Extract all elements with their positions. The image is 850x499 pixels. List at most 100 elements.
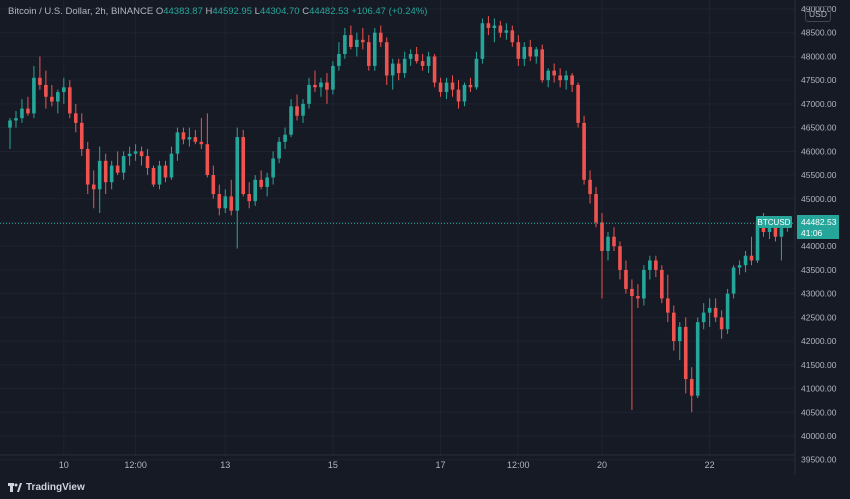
candle[interactable] [630,279,634,410]
candle[interactable] [456,80,461,109]
candle[interactable] [259,170,263,190]
candle[interactable] [121,151,126,180]
candle[interactable] [384,37,389,85]
candle[interactable] [624,260,628,294]
candle[interactable] [253,175,257,206]
candle[interactable] [127,146,132,166]
candle[interactable] [319,77,323,97]
candle[interactable] [540,44,545,83]
candle[interactable] [660,265,664,304]
candle[interactable] [606,231,610,261]
candle[interactable] [588,170,592,204]
candle[interactable] [492,18,497,43]
candle[interactable] [26,96,30,116]
time-axis[interactable]: 10 12:00 13 15 17 12:00 20 22 [59,460,715,470]
candle[interactable] [313,70,317,93]
candle[interactable] [367,35,371,71]
candle[interactable] [600,213,604,299]
candle[interactable] [552,63,556,83]
candle[interactable] [181,127,186,145]
candle[interactable] [695,317,700,399]
candle[interactable] [378,25,383,47]
candle[interactable] [737,260,742,275]
candle[interactable] [528,39,533,62]
candle[interactable] [450,75,455,97]
candles[interactable] [8,16,790,413]
price-axis[interactable]: 39500.00 40000.00 40500.00 41000.00 41500.00… [801,4,837,465]
candle[interactable] [361,27,365,50]
candle[interactable] [701,303,706,330]
candle[interactable] [145,148,150,176]
candle[interactable] [408,49,413,66]
candle[interactable] [636,284,640,308]
candle[interactable] [187,127,192,147]
candle[interactable] [271,151,275,185]
candle[interactable] [570,73,574,93]
candle[interactable] [582,115,586,185]
candle[interactable] [343,27,347,59]
candle[interactable] [462,82,467,107]
candle[interactable] [265,172,269,197]
candle[interactable] [283,127,287,149]
candle[interactable] [50,84,54,107]
candle[interactable] [139,146,144,166]
candle[interactable] [355,32,359,57]
candle[interactable] [677,322,682,361]
candle[interactable] [534,46,539,64]
candle[interactable] [731,265,736,299]
candle[interactable] [205,113,210,178]
candle[interactable] [349,25,353,50]
candle[interactable] [432,54,437,88]
candle[interactable] [510,25,515,47]
candle[interactable] [56,89,60,114]
candle[interactable] [576,82,580,128]
candle[interactable] [32,65,36,119]
candle[interactable] [666,274,670,323]
candle[interactable] [707,298,712,327]
candle[interactable] [713,298,718,323]
candle[interactable] [743,250,748,273]
candle[interactable] [564,70,568,90]
candle[interactable] [779,227,784,261]
candle[interactable] [307,77,311,109]
candle[interactable] [229,179,234,216]
candle[interactable] [85,141,90,195]
candle[interactable] [671,305,676,351]
candle[interactable] [396,58,401,81]
candle[interactable] [372,27,377,71]
candle[interactable] [91,170,96,209]
candle[interactable] [402,51,407,78]
candle[interactable] [504,23,509,40]
candle[interactable] [103,153,108,195]
candle[interactable] [486,16,491,36]
tradingview-logo[interactable]: TradingView [8,482,85,493]
candle[interactable] [444,77,449,100]
candle[interactable] [223,189,228,214]
candle[interactable] [654,255,658,278]
candle[interactable] [73,103,78,133]
candle[interactable] [522,42,527,66]
candle[interactable] [498,20,503,38]
candle[interactable] [648,255,652,280]
candle[interactable] [331,61,335,95]
candle[interactable] [474,51,479,90]
candle[interactable] [683,317,688,394]
candle[interactable] [109,160,114,190]
candle[interactable] [241,129,246,197]
candle[interactable] [44,70,48,109]
candle[interactable] [133,144,138,161]
candle[interactable] [289,99,293,138]
candle[interactable] [594,186,598,228]
candle[interactable] [390,58,395,90]
candle[interactable] [414,46,419,64]
candle[interactable] [235,127,240,249]
candle[interactable] [175,127,180,161]
candle[interactable] [301,99,305,123]
candle[interactable] [79,113,84,157]
candle[interactable] [193,129,198,145]
candle[interactable] [438,77,443,97]
candle[interactable] [642,265,646,306]
candle[interactable] [115,151,120,176]
candle[interactable] [157,160,162,190]
